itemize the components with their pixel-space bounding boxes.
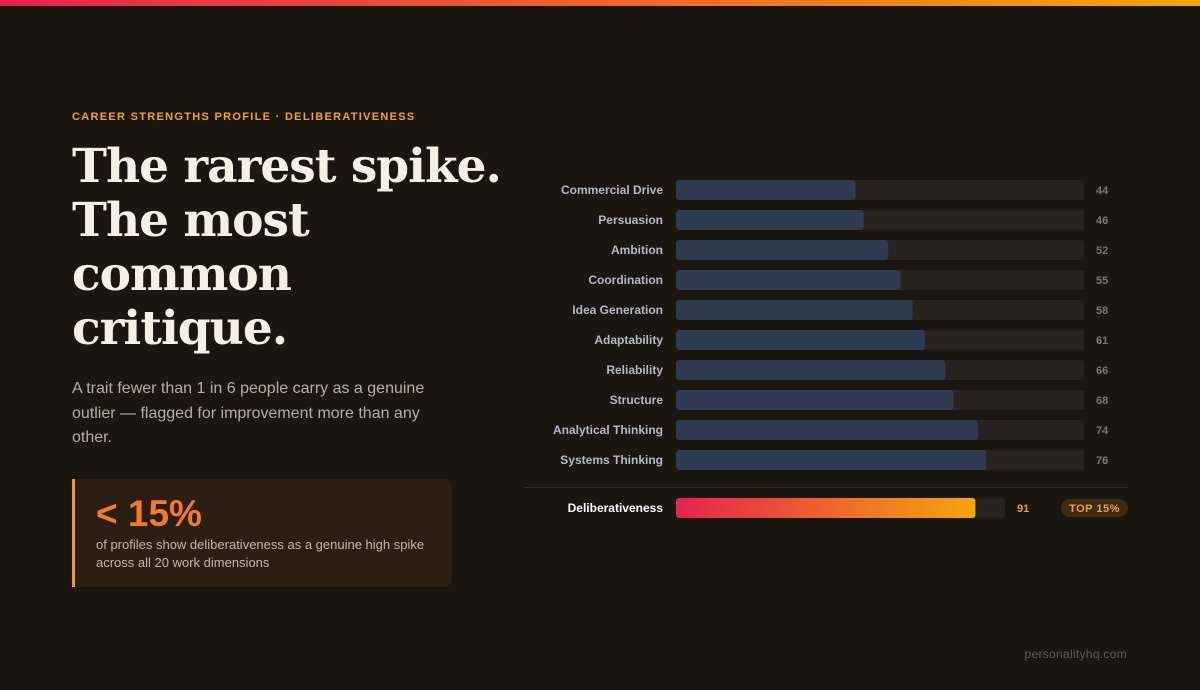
bar bbox=[676, 300, 913, 320]
footer: personalityhq.com bbox=[1024, 647, 1127, 661]
eyebrow: CAREER STRENGTHS PROFILE · DELIBERATIVEN… bbox=[72, 111, 416, 123]
bar-label: Idea Generation bbox=[572, 303, 663, 317]
bar bbox=[676, 210, 864, 230]
value-label: 61 bbox=[1096, 335, 1108, 347]
bar-label: Structure bbox=[610, 393, 664, 407]
bar-label: Systems Thinking bbox=[560, 453, 663, 467]
title-line: critique. bbox=[72, 301, 288, 356]
bar-label: Analytical Thinking bbox=[553, 423, 663, 437]
highlight-value: 91 bbox=[1017, 503, 1029, 515]
value-label: 52 bbox=[1096, 245, 1108, 257]
bar-label: Reliability bbox=[606, 363, 663, 377]
bar bbox=[676, 180, 856, 200]
value-label: 66 bbox=[1096, 365, 1108, 377]
value-label: 55 bbox=[1096, 275, 1108, 287]
title: The rarest spike. The most common critiq… bbox=[72, 139, 502, 356]
value-label: 68 bbox=[1096, 395, 1108, 407]
title-line: common bbox=[72, 247, 292, 302]
accent-bar bbox=[0, 0, 1200, 6]
value-label: 74 bbox=[1096, 425, 1109, 437]
value-label: 58 bbox=[1096, 305, 1108, 317]
bar-label: Ambition bbox=[611, 243, 663, 257]
bar bbox=[676, 240, 889, 260]
stat-value: < 15% bbox=[96, 493, 202, 534]
bar bbox=[676, 450, 987, 470]
bar bbox=[676, 420, 978, 440]
badge bbox=[1061, 499, 1128, 517]
subtitle: A trait fewer than 1 in 6 people carry a… bbox=[72, 380, 425, 446]
value-label: 44 bbox=[1096, 185, 1109, 197]
bar-label: Adaptability bbox=[594, 333, 663, 347]
bar bbox=[676, 330, 925, 350]
bar bbox=[676, 270, 901, 290]
value-label: 76 bbox=[1096, 455, 1108, 467]
stat-caption: of profiles show deliberativeness as a g… bbox=[96, 537, 425, 570]
highlight-label: Deliberativeness bbox=[568, 501, 664, 515]
bar-label: Persuasion bbox=[598, 213, 663, 227]
value-label: 46 bbox=[1096, 215, 1108, 227]
highlight-bar bbox=[676, 498, 976, 518]
bar-label: Commercial Drive bbox=[561, 183, 663, 197]
bar bbox=[676, 390, 954, 410]
bar bbox=[676, 360, 946, 380]
badge-label: TOP 15% bbox=[1069, 503, 1120, 515]
bar-label: Coordination bbox=[588, 273, 663, 287]
title-line: The most bbox=[72, 193, 310, 248]
stat-card: < 15% of profiles show deliberativeness … bbox=[72, 479, 452, 587]
title-line: The rarest spike. bbox=[72, 139, 502, 194]
